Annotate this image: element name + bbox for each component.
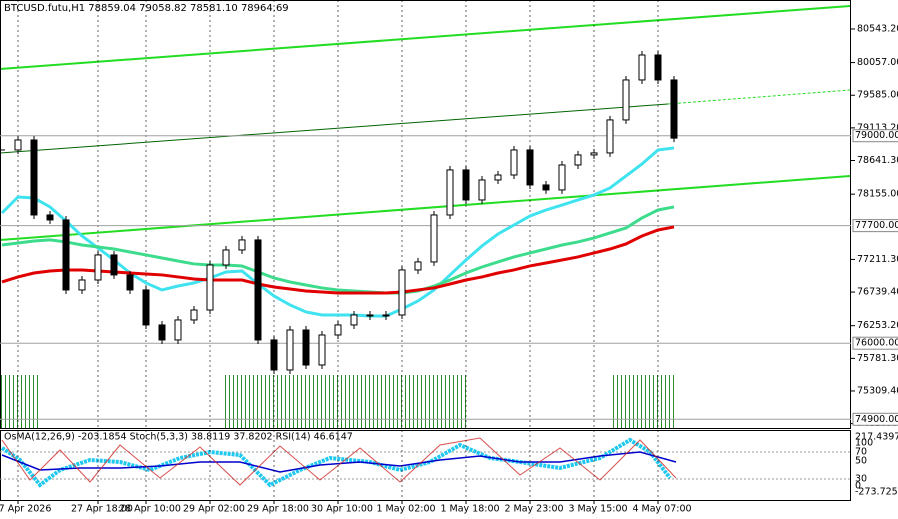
level-label-box	[852, 412, 898, 426]
candle	[494, 174, 502, 181]
candle	[558, 164, 566, 191]
candle	[446, 169, 454, 216]
candle	[30, 139, 38, 216]
candle	[606, 119, 614, 154]
candle	[302, 329, 310, 366]
y-tick-label: 80543.20	[857, 23, 898, 34]
indicator-label: 100	[855, 438, 873, 449]
level-label: 76000.00	[855, 338, 898, 349]
x-tick-label: 4 May 07:00	[632, 504, 691, 515]
candle	[430, 214, 438, 263]
y-tick-label: 75309.40	[857, 385, 898, 396]
y-tick-label: 78155.00	[857, 189, 898, 200]
indicator-label: 70	[855, 447, 867, 458]
x-tick-label: 1 May 18:00	[440, 504, 499, 515]
volume-bars	[0, 375, 40, 428]
candle	[46, 214, 54, 221]
moving-average	[1, 205, 675, 295]
volume-bars	[224, 375, 468, 428]
y-tick-label: 75781.30	[857, 353, 898, 364]
candle	[590, 152, 598, 156]
oscillator	[0, 437, 850, 488]
trend-line	[0, 5, 851, 70]
candle	[510, 149, 518, 176]
y-tick-label: 76253.20	[857, 320, 898, 331]
x-tick-label: 29 Apr 02:00	[183, 504, 245, 515]
candle	[334, 324, 342, 336]
x-tick-label: 1 May 02:00	[376, 504, 435, 515]
candle	[478, 179, 486, 201]
candle	[126, 274, 134, 291]
candle	[398, 269, 406, 316]
candle	[542, 184, 550, 191]
candle	[638, 54, 646, 81]
sub-frame	[0, 430, 851, 501]
y-tick-label: 79585.00	[857, 90, 898, 101]
candle	[14, 139, 22, 151]
candle	[462, 169, 470, 201]
x-tick-label: 29 Apr 18:00	[247, 504, 309, 515]
y-tick-label: 80057.00	[857, 57, 898, 68]
y-tick-label: 79113.20	[857, 122, 898, 133]
x-tick-label: 28 Apr 10:00	[119, 504, 181, 515]
y-tick-label: 76739.40	[857, 287, 898, 298]
candle	[94, 254, 102, 281]
indicator-label: 50	[855, 456, 867, 467]
x-tick-label: 3 May 15:00	[568, 504, 627, 515]
candle	[206, 264, 214, 311]
x-tick-label: 30 Apr 10:00	[311, 504, 373, 515]
trend-line	[0, 103, 669, 154]
candle	[574, 154, 582, 166]
candle	[366, 314, 374, 317]
candle	[654, 54, 662, 81]
x-tick-label: 27 Apr 18:00	[71, 504, 133, 515]
candle	[622, 79, 630, 121]
x-tick-label: 27 Apr 2026	[0, 504, 51, 515]
candle	[78, 279, 86, 291]
candle	[254, 239, 262, 341]
candle	[414, 261, 422, 271]
y-tick-label: 77211.30	[857, 254, 898, 265]
level-label: 74900.00	[855, 414, 898, 425]
candle	[174, 319, 182, 341]
indicator-label: -273.7250	[855, 487, 898, 498]
trend-line	[0, 175, 851, 241]
candle	[670, 79, 678, 139]
candle	[110, 254, 118, 276]
candle	[142, 289, 150, 326]
indicator-label: 217.4397	[855, 432, 898, 443]
candle	[350, 314, 358, 326]
candle	[190, 309, 198, 321]
candle	[318, 334, 326, 366]
level-label: 77700.00	[855, 220, 898, 231]
level-label-box	[852, 219, 898, 233]
candle	[62, 219, 70, 291]
level-label: 79000.00	[855, 130, 898, 141]
candle	[158, 324, 166, 341]
chart-title: BTCUSD.futu,H1 78859.04 79058.82 78581.1…	[4, 3, 289, 14]
candle	[286, 329, 294, 371]
main-frame	[0, 0, 851, 429]
indicator-title: OsMA(12,26,9) -203.1854 Stoch(5,3,3) 38.…	[4, 432, 353, 443]
level-label-box	[852, 336, 898, 350]
candle	[270, 339, 278, 371]
y-tick-label: 78641.30	[857, 155, 898, 166]
candle	[526, 149, 534, 186]
indicator-label: 0	[855, 481, 861, 492]
volume-bars	[610, 375, 676, 428]
candle	[382, 314, 390, 317]
x-tick-label: 2 May 23:00	[504, 504, 563, 515]
candle	[238, 239, 246, 251]
indicator-label: 30	[855, 474, 867, 485]
level-label-box	[852, 129, 898, 143]
candle	[222, 249, 230, 266]
trend-line	[667, 89, 851, 105]
